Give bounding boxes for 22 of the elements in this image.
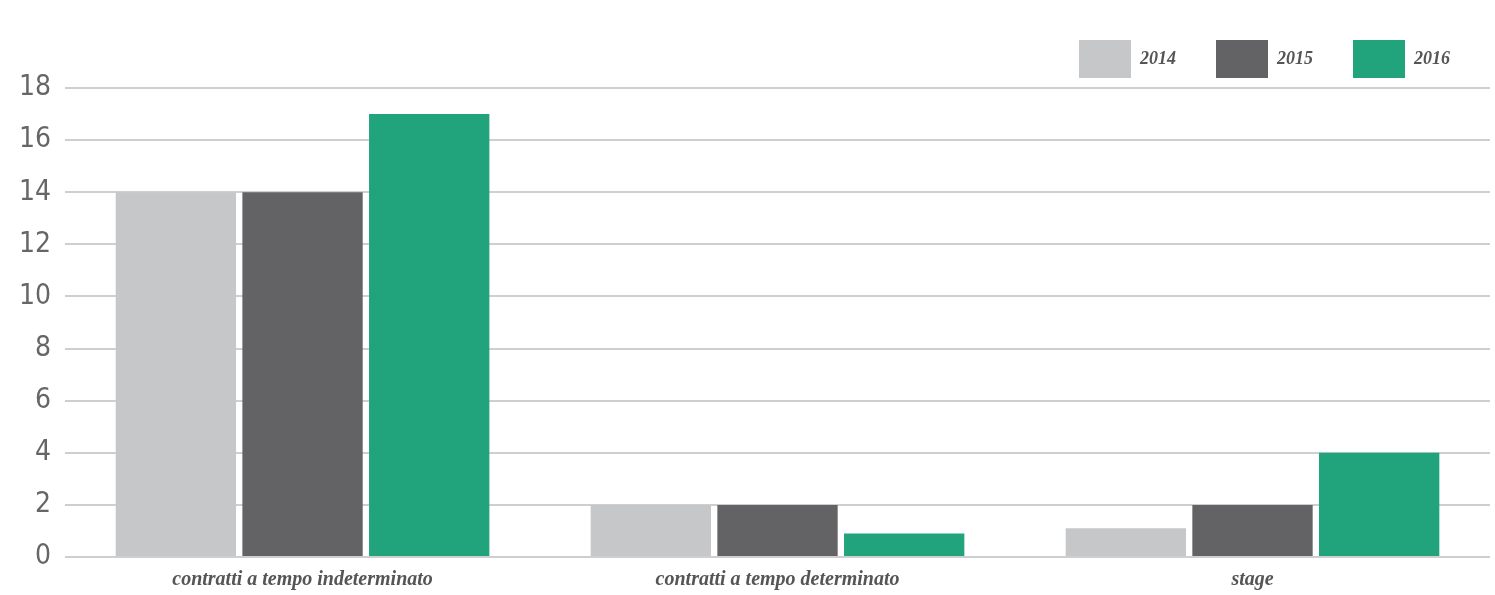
y-tick-label: 0	[35, 538, 52, 572]
legend-label: 2016	[1413, 47, 1450, 68]
bar	[844, 533, 965, 556]
bar	[369, 114, 490, 556]
y-tick-label: 6	[35, 381, 52, 415]
y-tick-label: 14	[19, 173, 52, 207]
bar	[717, 504, 838, 556]
x-tick-label: contratti a tempo determinato	[655, 567, 900, 591]
legend-label: 2014	[1139, 47, 1176, 68]
y-tick-label: 16	[19, 121, 52, 155]
bar	[1192, 504, 1313, 556]
bar	[242, 192, 363, 556]
y-tick-label: 12	[19, 225, 52, 259]
y-tick-label: 10	[19, 277, 52, 311]
y-tick-label: 2	[35, 486, 52, 520]
y-tick-label: 18	[19, 69, 52, 103]
x-tick-label: contratti a tempo indeterminato	[172, 567, 433, 591]
x-tick-label: stage	[1230, 567, 1274, 591]
legend-label: 2015	[1276, 47, 1313, 68]
y-tick-label: 8	[35, 329, 52, 363]
y-tick-label: 4	[35, 434, 52, 468]
bar	[1319, 452, 1440, 556]
